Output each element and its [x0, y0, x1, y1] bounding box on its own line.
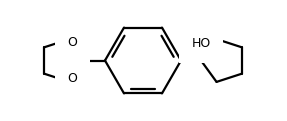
Text: O: O: [67, 72, 77, 85]
Text: O: O: [67, 36, 77, 49]
Text: HO: HO: [191, 37, 211, 50]
